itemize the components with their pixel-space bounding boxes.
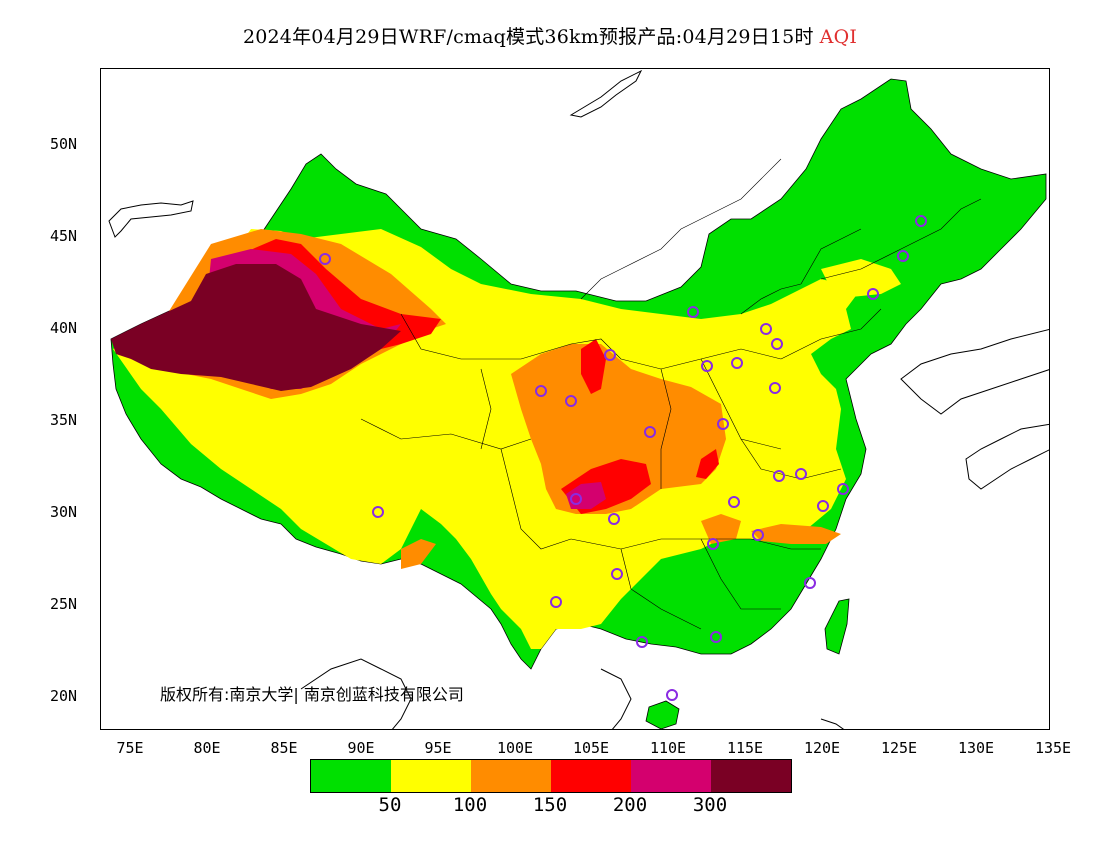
station-marker [771, 338, 783, 350]
legend-swatch-very-unhealthy [631, 760, 711, 792]
x-tick-label: 135E [1034, 739, 1072, 757]
station-marker [795, 468, 807, 480]
y-tick-label: 30N [50, 503, 78, 521]
y-tick-label: 45N [50, 227, 78, 245]
legend-label: 200 [612, 794, 648, 816]
y-tick-label: 25N [50, 595, 78, 613]
legend-label: 300 [692, 794, 728, 816]
station-marker [372, 506, 384, 518]
x-tick-label: 110E [649, 739, 687, 757]
station-marker [570, 493, 582, 505]
x-tick-label: 125E [880, 739, 918, 757]
y-tick-label: 35N [50, 411, 78, 429]
x-tick-label: 120E [803, 739, 841, 757]
station-marker [666, 689, 678, 701]
x-tick-label: 90E [347, 739, 375, 757]
title-aqi-label: AQI [819, 26, 858, 48]
station-marker [817, 500, 829, 512]
legend-swatch-moderate [391, 760, 471, 792]
station-marker [897, 250, 909, 262]
station-marker [837, 483, 849, 495]
province-boundaries [360, 158, 982, 630]
coastlines [108, 69, 1049, 729]
legend-label: 50 [378, 794, 402, 816]
station-marker [760, 323, 772, 335]
map-frame [100, 68, 1050, 730]
region-sensitive [511, 344, 726, 514]
station-marker [804, 577, 816, 589]
x-tick-label: 75E [116, 739, 144, 757]
legend-swatch-unhealthy [551, 760, 631, 792]
y-tick-label: 50N [50, 135, 78, 153]
station-marker [550, 596, 562, 608]
legend-swatch-sensitive [471, 760, 551, 792]
station-marker [319, 253, 331, 265]
aqi-legend [310, 759, 792, 793]
y-tick-label: 20N [50, 687, 78, 705]
title-main: 2024年04月29日WRF/cmaq模式36km预报产品:04月29日15时 [242, 26, 814, 48]
aqi-map [108, 69, 1049, 729]
station-marker [565, 395, 577, 407]
legend-swatch-good [311, 760, 391, 792]
station-marker [731, 357, 743, 369]
x-tick-label: 115E [726, 739, 764, 757]
station-marker [644, 426, 656, 438]
station-marker [728, 496, 740, 508]
station-marker [535, 385, 547, 397]
copyright-text: 版权所有:南京大学| 南京创蓝科技有限公司 [160, 685, 464, 704]
station-marker [701, 360, 713, 372]
station-marker [773, 470, 785, 482]
legend-swatch-hazardous [711, 760, 791, 792]
map-title: 2024年04月29日WRF/cmaq模式36km预报产品:04月29日15时 A… [0, 22, 1100, 49]
x-tick-label: 80E [193, 739, 221, 757]
x-tick-label: 95E [424, 739, 452, 757]
x-tick-label: 85E [270, 739, 298, 757]
station-marker [717, 418, 729, 430]
y-tick-label: 40N [50, 319, 78, 337]
station-marker [867, 288, 879, 300]
station-marker [687, 306, 699, 318]
x-tick-label: 130E [957, 739, 995, 757]
station-marker [608, 513, 620, 525]
station-marker [710, 631, 722, 643]
station-marker [604, 349, 616, 361]
station-marker [611, 568, 623, 580]
station-marker [636, 636, 648, 648]
station-marker [707, 538, 719, 550]
station-marker [769, 382, 781, 394]
legend-label: 100 [452, 794, 488, 816]
region-hazardous [111, 264, 401, 391]
legend-label: 150 [532, 794, 568, 816]
station-marker [752, 529, 764, 541]
x-tick-label: 100E [496, 739, 534, 757]
station-markers [319, 215, 927, 701]
x-tick-label: 105E [572, 739, 610, 757]
station-marker [915, 215, 927, 227]
